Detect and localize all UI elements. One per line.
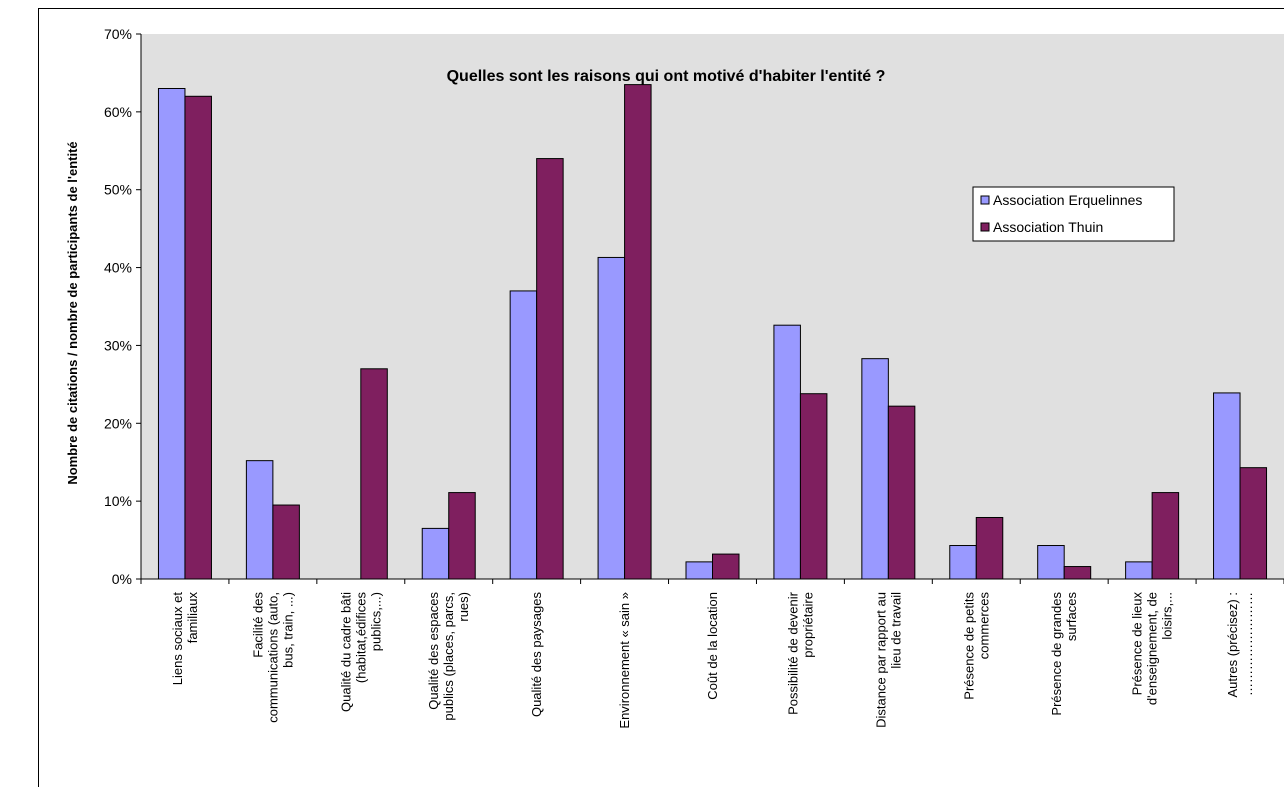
legend: Association Erquelinnes Association Thuin: [972, 186, 1175, 242]
y-tick-label: 0%: [112, 571, 132, 587]
legend-swatch: [980, 195, 990, 205]
bar-erquelinnes-8: [861, 358, 889, 580]
bar-thuin-12: [1239, 467, 1268, 580]
bar-thuin-1: [272, 504, 300, 580]
bar-thuin-7: [799, 393, 828, 580]
x-category-label: Possibilité de devenirpropriétaire: [785, 591, 815, 715]
bar-thuin-3: [448, 492, 476, 580]
bar-erquelinnes-1: [245, 460, 274, 580]
y-tick-label: 10%: [104, 493, 132, 509]
y-tick-label: 60%: [104, 104, 132, 120]
bar-erquelinnes-11: [1125, 561, 1153, 580]
y-tick-label: 70%: [104, 26, 132, 42]
x-category-label: Qualité des espacespublics (places, parc…: [426, 592, 471, 721]
bar-thuin-2: [360, 368, 388, 580]
bar-erquelinnes-9: [949, 545, 977, 580]
y-tick-label: 30%: [104, 337, 132, 353]
bar-erquelinnes-6: [685, 561, 713, 580]
bar-thuin-9: [975, 516, 1004, 580]
bar-thuin-0: [184, 95, 212, 580]
chart-frame: [38, 8, 1284, 787]
legend-label: Association Thuin: [993, 219, 1103, 235]
bar-erquelinnes-4: [509, 290, 538, 580]
legend-label: Association Erquelinnes: [993, 192, 1142, 208]
axes-group: 0% 10% 20% 30% 40% 50% 60% 70% Liens sociaux etf…: [104, 26, 1284, 729]
legend-swatch: [980, 222, 990, 232]
x-category-label: Autres (précisez) :……………………: [1225, 592, 1255, 697]
chart-title: Quelles sont les raisons qui ont motivé …: [447, 68, 886, 85]
y-tick-label: 40%: [104, 260, 132, 276]
legend-box: [972, 186, 1175, 242]
bar-erquelinnes-3: [421, 527, 450, 580]
x-category-label: Distance par rapport aulieu de travail: [873, 592, 903, 728]
y-tick-label: 20%: [104, 415, 132, 431]
x-category-label: Qualité du cadre bâti(habitat,édificespu…: [338, 592, 383, 712]
bar-thuin-5: [624, 84, 652, 580]
bar-erquelinnes-5: [597, 256, 626, 580]
plot-area: [141, 34, 1284, 579]
y-axis-label: Nombre de citations / nombre de particip…: [65, 141, 80, 484]
bar-erquelinnes-10: [1037, 545, 1065, 580]
x-category-label: Présence de lieuxd'enseignement, deloisi…: [1130, 592, 1175, 706]
bar-erquelinnes-0: [157, 88, 186, 580]
bar-thuin-11: [1151, 492, 1180, 580]
bar-erquelinnes-7: [773, 324, 801, 580]
y-tick-label: 50%: [104, 182, 132, 198]
bar-erquelinnes-12: [1213, 392, 1241, 580]
bar-thuin-10: [1063, 566, 1092, 580]
x-category-label: Présence de petitscommerces: [961, 592, 991, 700]
x-category-label: Environnement « sain »: [617, 592, 632, 729]
x-category-label: Coût de la location: [705, 592, 720, 700]
bar-thuin-6: [712, 553, 740, 580]
bar-thuin-4: [536, 158, 564, 580]
x-category-label: Présence de grandessurfaces: [1049, 592, 1079, 716]
bar-thuin-8: [887, 405, 916, 580]
bars-group: [157, 84, 1268, 580]
x-category-label: Liens sociaux etfamiliaux: [170, 592, 200, 686]
x-category-label: Facilité descommunications (auto,bus, tr…: [250, 592, 295, 723]
x-category-label: Qualité des paysages: [529, 592, 544, 718]
